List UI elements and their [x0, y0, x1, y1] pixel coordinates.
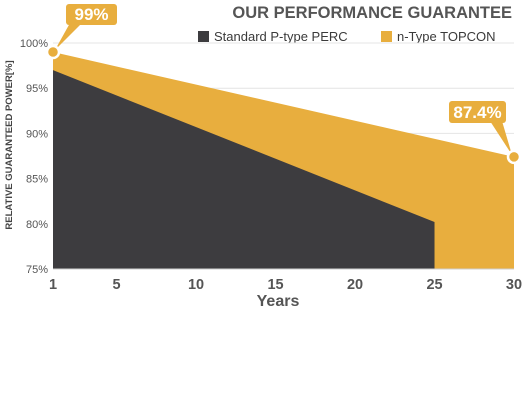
callout-box [449, 101, 506, 123]
x-tick-label: 10 [188, 277, 204, 293]
x-tick-label: 1 [49, 277, 57, 293]
callout-pointer [55, 23, 82, 51]
callout-label: 87.4% [453, 103, 501, 122]
x-tick-label: 15 [267, 277, 283, 293]
x-axis-label: Years [257, 293, 300, 310]
y-tick-label: 80% [26, 219, 48, 231]
legend-swatch-topcon [381, 31, 392, 42]
y-tick-label: 85% [26, 174, 48, 186]
legend-label-perc: Standard P-type PERC [214, 29, 348, 44]
x-tick-label: 25 [426, 277, 442, 293]
legend-swatch-perc [198, 31, 209, 42]
plot-areas [53, 52, 514, 270]
chart-title: OUR PERFORMANCE GUARANTEE [232, 4, 512, 22]
y-tick-label: 100% [20, 38, 48, 50]
y-tick-label: 95% [26, 83, 48, 95]
data-point-marker [506, 149, 522, 165]
callout-box [66, 4, 117, 25]
x-tick-label: 5 [113, 277, 121, 293]
area-perc [53, 70, 435, 270]
data-point-marker [45, 44, 61, 60]
callout-label: 99% [74, 5, 108, 24]
y-tick-label: 75% [26, 264, 48, 276]
x-tick-label: 30 [506, 277, 522, 293]
value-callouts: 99% 87.4% [45, 4, 522, 165]
x-axis-ticks: 1 5 10 15 20 25 30 [49, 268, 522, 293]
x-tick-label: 20 [347, 277, 363, 293]
callout-pointer [490, 121, 512, 155]
y-axis-ticks: 75% 80% 85% 90% 95% 100% [20, 38, 48, 276]
y-axis-label: RELATIVE GUARANTEED POWER[%] [4, 60, 15, 229]
y-tick-label: 90% [26, 128, 48, 140]
legend-label-topcon: n-Type TOPCON [397, 29, 496, 44]
legend: Standard P-type PERC n-Type TOPCON [198, 29, 496, 44]
